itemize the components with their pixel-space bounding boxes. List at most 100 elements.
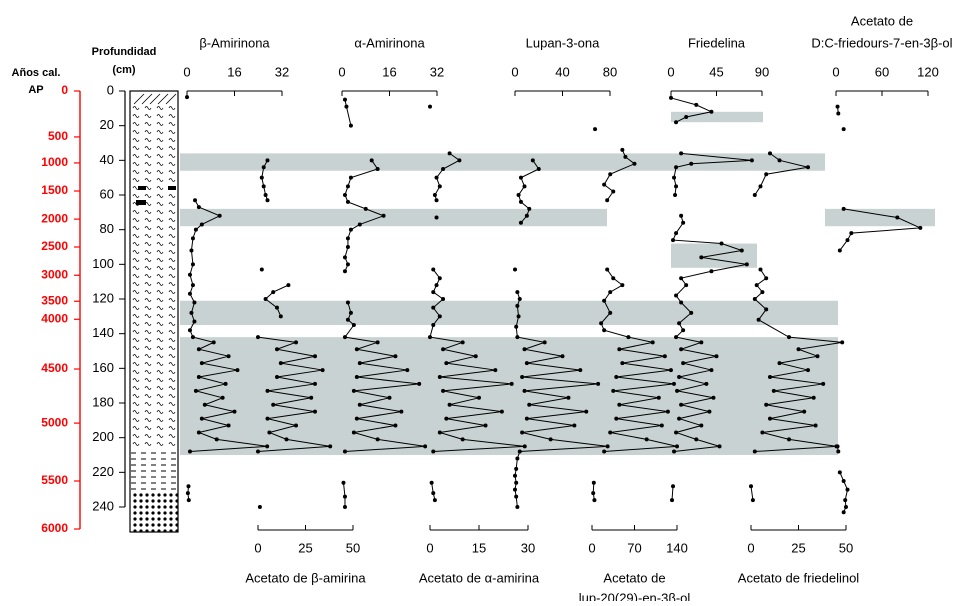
data-point <box>278 361 283 366</box>
x-tick-label: 80 <box>603 64 617 79</box>
data-point <box>342 335 347 340</box>
data-point <box>434 175 439 180</box>
data-point <box>185 491 190 496</box>
data-point <box>520 430 525 435</box>
data-point <box>473 354 478 359</box>
data-point <box>313 409 317 414</box>
data-point <box>345 236 350 241</box>
data-point <box>192 300 197 305</box>
data-point <box>674 165 679 170</box>
lithology-hatch <box>133 93 177 105</box>
data-point <box>261 184 266 189</box>
data-point <box>760 290 765 295</box>
data-point <box>444 361 449 366</box>
data-point <box>560 354 565 359</box>
data-point <box>185 95 189 100</box>
data-point <box>548 437 553 442</box>
data-point <box>437 375 442 379</box>
depth-tick-label: 140 <box>92 325 114 340</box>
depth-tick-label: 120 <box>92 290 114 305</box>
x-tick-label: 0 <box>511 64 518 79</box>
data-point <box>837 248 842 253</box>
data-point <box>617 347 622 352</box>
panel-title: Friedelina <box>688 35 746 50</box>
data-point <box>768 416 772 421</box>
plots <box>185 95 923 515</box>
data-point <box>777 361 782 366</box>
data-point <box>348 123 353 128</box>
data-point <box>644 437 649 442</box>
data-point <box>265 388 270 393</box>
x-tick-label: 16 <box>227 64 241 79</box>
data-point <box>193 388 198 393</box>
data-point <box>265 198 270 203</box>
data-point <box>835 104 840 109</box>
data-point <box>674 120 679 125</box>
lithology-top <box>130 91 178 105</box>
data-point <box>513 267 517 272</box>
lithology-band <box>136 200 146 205</box>
data-point <box>675 444 679 449</box>
data-point <box>431 449 436 454</box>
data-point <box>749 484 753 489</box>
data-point <box>611 276 616 281</box>
data-point <box>518 220 523 225</box>
data-point <box>348 310 353 315</box>
data-point <box>834 444 839 449</box>
data-point <box>265 444 270 449</box>
data-point <box>787 335 791 340</box>
data-point <box>477 395 481 400</box>
data-point <box>524 416 529 421</box>
data-point <box>672 175 677 180</box>
data-point <box>271 290 276 295</box>
data-point <box>513 473 517 478</box>
lithology-column <box>129 90 179 533</box>
depth-tick-label: 240 <box>92 498 114 513</box>
age-tick-label: 2000 <box>41 211 68 225</box>
data-point <box>849 231 854 236</box>
data-point <box>437 276 442 281</box>
data-point <box>357 402 362 407</box>
data-point <box>235 368 240 373</box>
data-point <box>668 368 673 373</box>
data-point <box>271 402 276 407</box>
data-point <box>263 297 268 301</box>
data-point <box>515 290 520 295</box>
data-point <box>717 444 722 449</box>
data-point <box>756 317 761 322</box>
data-point <box>592 498 597 503</box>
data-point <box>679 300 684 305</box>
data-point <box>196 375 201 379</box>
panel-title: Acetato de β-amirina <box>245 570 366 585</box>
data-point <box>434 215 439 220</box>
data-point <box>196 347 201 352</box>
data-point <box>515 303 520 308</box>
data-point <box>572 423 577 428</box>
data-point <box>342 449 347 454</box>
data-point <box>674 184 679 189</box>
data-point <box>754 283 759 288</box>
data-point <box>199 416 204 421</box>
data-point <box>351 323 356 327</box>
age-tick-label: 3500 <box>41 293 68 307</box>
data-point <box>387 395 392 400</box>
data-point <box>811 395 816 400</box>
data-point <box>758 184 763 189</box>
data-point <box>423 444 428 449</box>
curve <box>257 336 331 453</box>
data-point <box>257 505 262 509</box>
data-point <box>689 161 694 166</box>
data-point <box>509 381 514 386</box>
data-point <box>437 184 442 189</box>
panel-title: α-Amirinona <box>354 35 425 50</box>
data-point <box>699 423 704 428</box>
data-point <box>515 335 520 340</box>
data-point <box>284 437 289 442</box>
data-point <box>199 222 204 227</box>
data-point <box>187 328 192 333</box>
data-point <box>515 456 520 461</box>
age-tick-label: 1500 <box>41 183 68 197</box>
x-tick-label: 60 <box>875 64 889 79</box>
data-point <box>605 444 610 449</box>
